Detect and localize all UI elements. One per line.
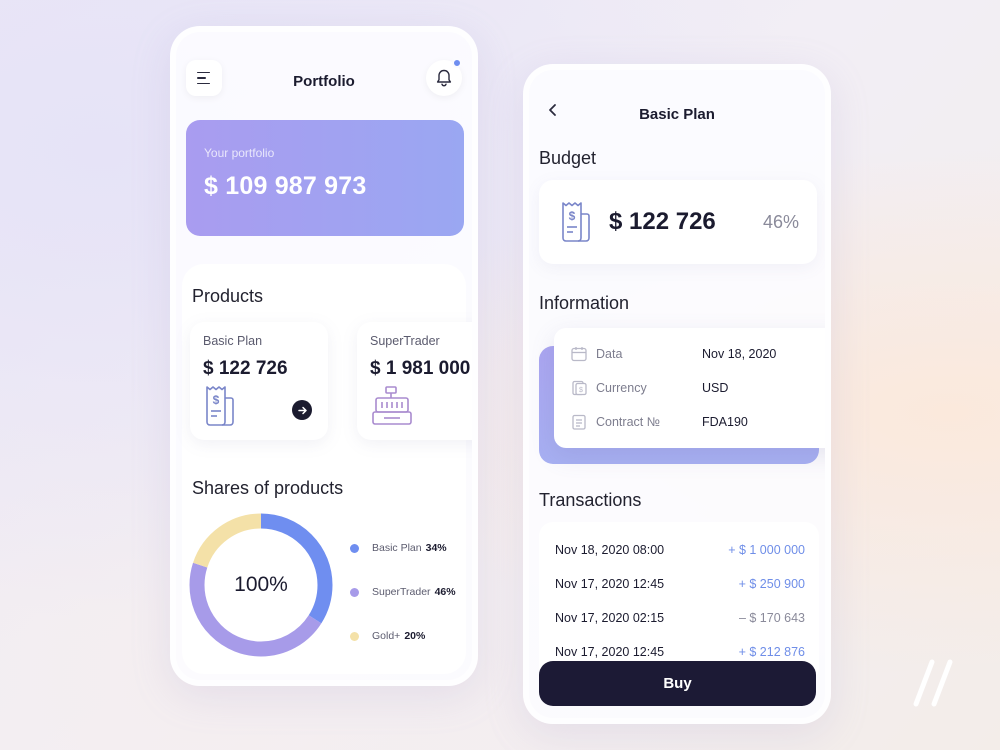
donut-center-label: 100% <box>234 573 288 596</box>
transactions-title: Transactions <box>539 490 642 510</box>
plan-details-screen: Basic Plan Budget $ $ 122 726 46% Inform… <box>523 64 831 724</box>
svg-text:$: $ <box>213 393 220 407</box>
information-title: Information <box>539 293 630 313</box>
transaction-date: Nov 17, 2020 02:15 <box>555 611 665 625</box>
legend-pct: 34% <box>425 542 447 554</box>
legend-name: Gold+ <box>372 630 401 642</box>
contract-icon <box>572 414 586 430</box>
shares-donut-chart <box>189 513 333 657</box>
shares-legend: Basic Plan 34% SuperTrader 46% Gold+ 20% <box>350 526 456 658</box>
brand-slashes-logo <box>913 659 953 707</box>
transaction-row[interactable]: Nov 17, 2020 02:15 – $ 170 643 <box>555 608 805 628</box>
top-bar: Portfolio <box>176 32 472 132</box>
menu-icon <box>197 82 210 85</box>
shares-title: Shares of products <box>192 478 344 498</box>
product-card-supertrader[interactable]: SuperTrader $ 1 981 000 <box>357 322 472 440</box>
donut-slice-gold- <box>189 513 333 657</box>
transaction-row[interactable]: Nov 18, 2020 08:00 + $ 1 000 000 <box>555 540 805 560</box>
portfolio-summary-card[interactable]: Your portfolio $ 109 987 973 <box>186 120 464 236</box>
info-value: FDA190 <box>702 415 748 429</box>
info-row-currency: $ Currency USD <box>570 378 825 398</box>
transaction-amount: – $ 170 643 <box>738 611 805 625</box>
info-row-date: Data Nov 18, 2020 <box>570 344 825 364</box>
svg-text:$: $ <box>569 209 576 223</box>
portfolio-amount: $ 109 987 973 <box>204 172 367 200</box>
menu-icon <box>197 71 210 74</box>
budget-amount: $ 122 726 <box>609 208 716 235</box>
info-label: Currency <box>596 381 647 395</box>
product-amount: $ 122 726 <box>203 358 288 379</box>
donut-slice-supertrader <box>189 513 333 657</box>
information-card: Data Nov 18, 2020 $ Currency USD Contrac… <box>554 328 825 448</box>
arrow-right-icon <box>297 406 307 414</box>
notification-badge <box>452 58 462 68</box>
portfolio-screen: Portfolio Your portfolio $ 109 987 973 P… <box>170 26 478 686</box>
product-amount: $ 1 981 000 <box>370 358 471 379</box>
page-title: Portfolio <box>293 73 355 90</box>
transaction-row[interactable]: Nov 17, 2020 12:45 + $ 212 876 <box>555 642 805 662</box>
buy-button[interactable]: Buy <box>539 661 816 706</box>
legend-name: Basic Plan <box>372 542 422 554</box>
portfolio-label: Your portfolio <box>204 146 275 160</box>
legend-dot <box>350 587 359 597</box>
info-value: USD <box>702 381 729 395</box>
transaction-row[interactable]: Nov 17, 2020 12:45 + $ 250 900 <box>555 574 805 594</box>
product-name: Basic Plan <box>203 334 263 348</box>
budget-title: Budget <box>539 148 597 168</box>
info-label: Data <box>596 347 623 361</box>
info-label: Contract № <box>596 415 661 429</box>
info-value: Nov 18, 2020 <box>702 347 777 361</box>
legend-item: SuperTrader 46% <box>350 570 456 614</box>
legend-name: SuperTrader <box>372 586 431 598</box>
transaction-date: Nov 17, 2020 12:45 <box>555 645 665 659</box>
calendar-icon <box>571 347 587 362</box>
menu-icon <box>197 77 206 79</box>
transaction-date: Nov 18, 2020 08:00 <box>555 543 665 557</box>
chevron-left-icon <box>549 104 556 116</box>
product-name: SuperTrader <box>370 334 440 348</box>
legend-dot <box>350 631 359 641</box>
notifications-button[interactable] <box>426 58 462 96</box>
products-title: Products <box>192 286 264 306</box>
open-product-button[interactable] <box>292 400 312 420</box>
bell-icon <box>436 69 452 87</box>
receipt-icon: $ <box>562 202 590 242</box>
product-card-basic-plan[interactable]: Basic Plan $ 122 726 $ <box>190 322 328 440</box>
transaction-amount: + $ 1 000 000 <box>728 543 805 557</box>
legend-item: Gold+ 20% <box>350 614 456 658</box>
transactions-list: Nov 18, 2020 08:00 + $ 1 000 000 Nov 17,… <box>539 522 819 682</box>
legend-pct: 46% <box>434 586 456 598</box>
transaction-amount: + $ 212 876 <box>738 645 805 659</box>
back-button[interactable] <box>543 100 563 120</box>
cash-register-icon <box>372 386 412 425</box>
menu-button[interactable] <box>186 60 222 96</box>
receipt-icon: $ <box>206 386 234 426</box>
info-row-contract: Contract № FDA190 <box>570 412 825 432</box>
page-title: Basic Plan <box>639 106 715 123</box>
budget-card: $ $ 122 726 46% <box>539 180 817 264</box>
currency-icon: $ <box>572 380 587 396</box>
budget-percent: 46% <box>762 212 799 232</box>
transaction-amount: + $ 250 900 <box>738 577 805 591</box>
svg-text:$: $ <box>579 387 583 394</box>
legend-pct: 20% <box>404 630 426 642</box>
legend-item: Basic Plan 34% <box>350 526 456 570</box>
transaction-date: Nov 17, 2020 12:45 <box>555 577 665 591</box>
legend-dot <box>350 543 359 553</box>
